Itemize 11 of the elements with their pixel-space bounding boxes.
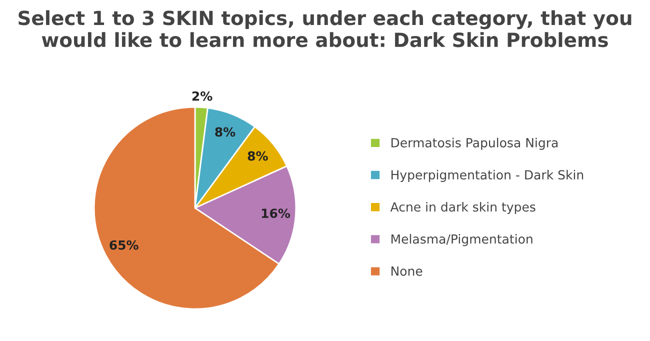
data-label: 65% — [110, 240, 138, 250]
legend-label: None — [392, 266, 422, 276]
legend-label: Melasma/Pigmentation — [392, 234, 532, 246]
chart-title: Select 1 to 3 SKIN topics, under each category, that you would like to learn more about: Dark Skin Problems — [18, 10, 632, 48]
data-label: 8% — [215, 127, 236, 137]
data-label: 16% — [262, 208, 290, 218]
legend-label: Hyperpigmentation - Dark Skin — [392, 170, 584, 182]
data-label: 8% — [248, 151, 268, 161]
data-label: 2% — [192, 91, 212, 101]
legend-label: Acne in dark skin types — [390, 202, 536, 214]
legend-label: Dermatosis Papulosa Nigra — [392, 138, 558, 150]
